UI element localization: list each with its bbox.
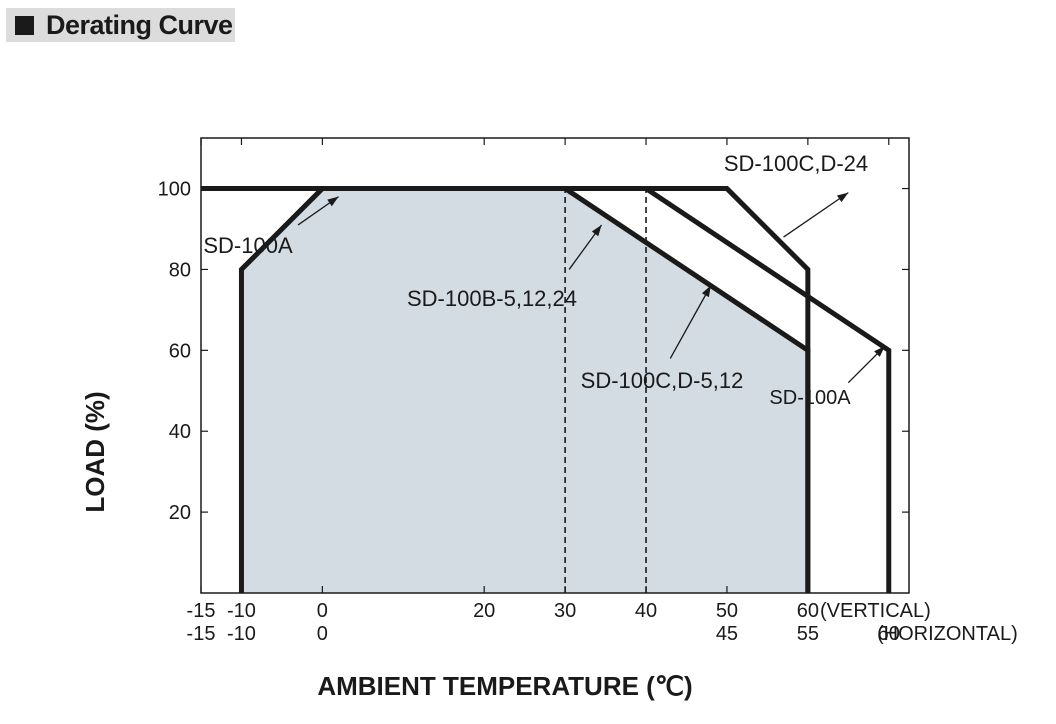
x-tick-label-horizontal: 0	[317, 623, 328, 645]
x-tick-label-vertical: 60	[797, 600, 819, 622]
curve-sd-100b-and-100c-d-5-12	[238, 186, 811, 593]
x-tick-label-horizontal: 60	[878, 623, 900, 645]
plot-frame	[200, 137, 910, 594]
section-title: Derating Curve	[46, 9, 233, 40]
annotation-arrow-head	[874, 346, 885, 357]
x-tick-label-horizontal: -15	[187, 623, 216, 645]
x-row-label-vertical: (VERTICAL)	[820, 600, 931, 622]
safe-operating-area	[241, 188, 808, 594]
annotation-sd-100b: SD-100B-5,12,24	[407, 286, 577, 311]
black-square-icon	[15, 15, 34, 35]
annotation-sd-100c-d-5-12: SD-100C,D-5,12	[581, 368, 744, 393]
annotation-arrow-head	[591, 224, 602, 237]
curve-sd-100a-horizontal	[644, 186, 892, 593]
annotation-arrow-line	[669, 285, 712, 359]
annotation-sd-100c-d-24: SD-100C,D-24	[724, 151, 868, 176]
y-tick-label: 80	[169, 259, 191, 281]
x-axis-title: AMBIENT TEMPERATURE (℃)	[317, 671, 692, 701]
x-tick-label-vertical: 50	[716, 600, 738, 622]
x-tick-label-horizontal: -10	[227, 623, 256, 645]
x-tick-label-vertical: 40	[635, 600, 657, 622]
annotation-arrow-head	[836, 192, 849, 203]
y-tick-label: 20	[169, 502, 191, 524]
x-tick-label-vertical: 30	[554, 600, 576, 622]
x-row-label-horizontal: (HORIZONTAL)	[877, 623, 1018, 645]
annotation-arrow-line	[783, 192, 849, 238]
annotation-sd-100a-horizontal: SD-100A	[769, 387, 851, 409]
x-tick-label-vertical: -15	[187, 600, 216, 622]
annotation-arrow-head	[701, 285, 711, 298]
x-tick-label-vertical: 0	[317, 600, 328, 622]
x-tick-label-horizontal: 55	[797, 623, 819, 645]
annotation-arrow-head	[327, 196, 339, 207]
y-axis-title: LOAD (%)	[80, 391, 110, 512]
y-tick-label: 100	[158, 179, 191, 201]
y-tick-label: 40	[169, 421, 191, 443]
annotation-sd-100a-vertical: SD-100A	[203, 233, 293, 258]
x-tick-label-horizontal: 45	[716, 623, 738, 645]
x-tick-label-vertical: -10	[227, 600, 256, 622]
x-tick-label-vertical: 20	[473, 600, 495, 622]
y-tick-label: 60	[169, 340, 191, 362]
section-header: Derating Curve	[6, 8, 235, 42]
